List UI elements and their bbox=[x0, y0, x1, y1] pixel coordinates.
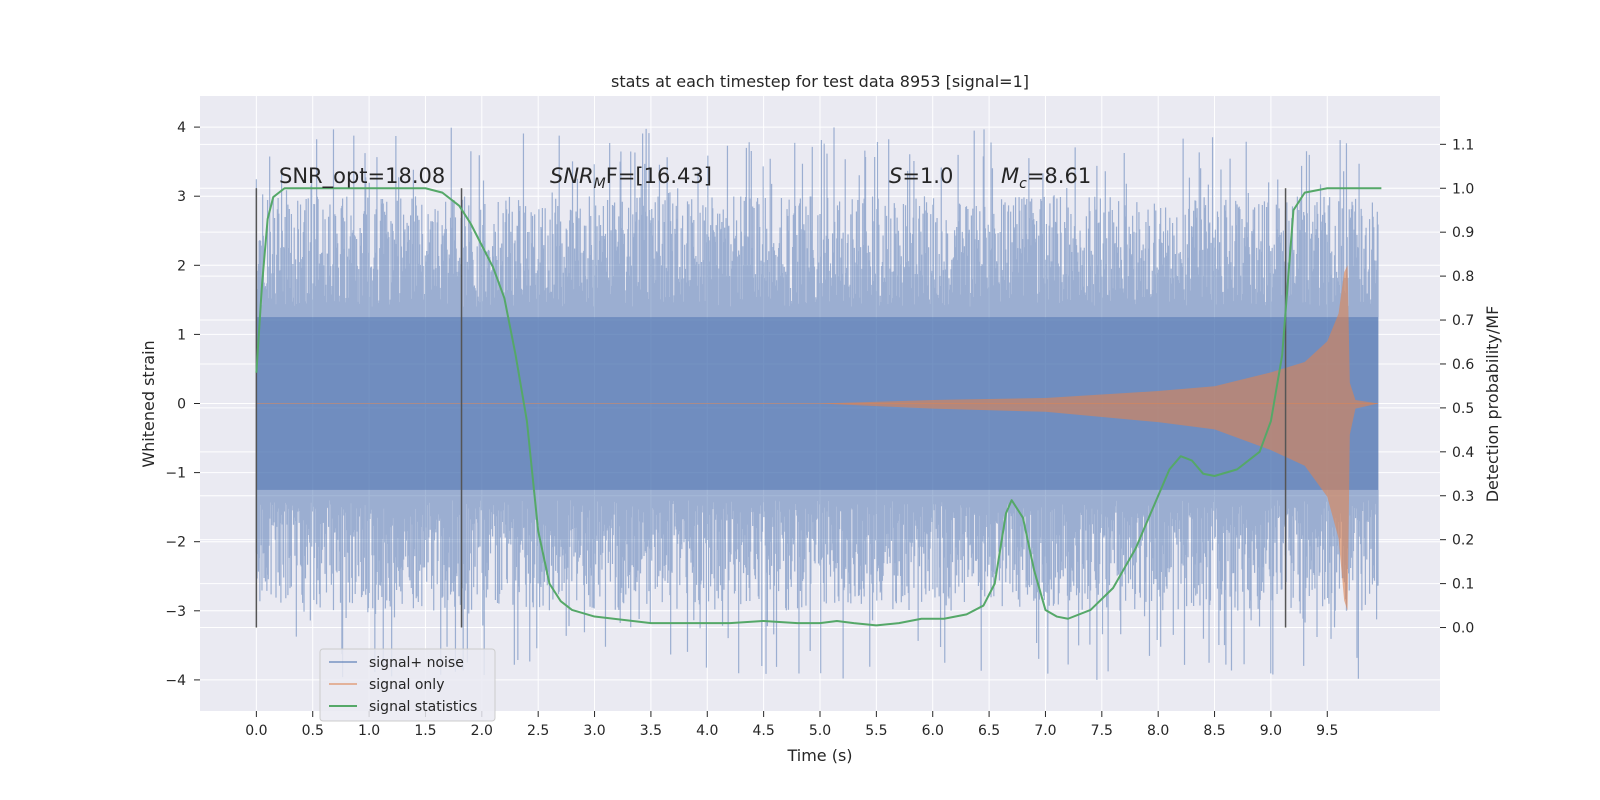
x-tick-label: 9.0 bbox=[1260, 723, 1282, 739]
annotation-mc: Mc=8.61 bbox=[1001, 164, 1091, 192]
y-tick-label: 1 bbox=[177, 327, 186, 343]
y-axis-label: Whitened strain bbox=[139, 340, 158, 467]
x-tick-label: 9.5 bbox=[1316, 723, 1338, 739]
y2-tick-label: 0.1 bbox=[1452, 577, 1474, 593]
y-tick-label: 2 bbox=[177, 258, 186, 274]
legend-label-signal-only: signal only bbox=[369, 677, 444, 693]
legend-label-signal-noise: signal+ noise bbox=[369, 655, 464, 671]
snr-mf-value: F=[16.43] bbox=[606, 164, 712, 188]
chart-title: stats at each timestep for test data 895… bbox=[611, 72, 1029, 91]
annotation-s: S=1.0 bbox=[889, 164, 953, 188]
x-tick-label: 3.0 bbox=[583, 723, 605, 739]
y2-tick-label: 0.2 bbox=[1452, 533, 1474, 549]
y-tick-label: −3 bbox=[165, 604, 186, 620]
x-tick-label: 7.5 bbox=[1091, 723, 1113, 739]
mc-subscript: c bbox=[1019, 176, 1027, 192]
mc-value: =8.61 bbox=[1027, 164, 1091, 188]
s-symbol: S bbox=[889, 164, 902, 188]
x-axis-label: Time (s) bbox=[786, 746, 852, 765]
y2-tick-label: 0.5 bbox=[1452, 401, 1474, 417]
y2-tick-label: 0.8 bbox=[1452, 269, 1474, 285]
x-tick-label: 3.5 bbox=[640, 723, 662, 739]
signal-only-envelope bbox=[820, 265, 1378, 611]
y-tick-label: −2 bbox=[165, 535, 186, 551]
y2-axis-label: Detection probability/MF bbox=[1483, 306, 1502, 503]
y-tick-label: 4 bbox=[177, 120, 186, 136]
annotation-snr-opt: SNR_opt=18.08 bbox=[279, 164, 445, 189]
y-tick-label: 0 bbox=[177, 397, 186, 413]
x-tick-label: 8.0 bbox=[1147, 723, 1169, 739]
y2-tick-label: 1.1 bbox=[1452, 137, 1474, 153]
x-tick-label: 2.0 bbox=[471, 723, 493, 739]
snr-mf-subscript: M bbox=[594, 176, 606, 192]
x-tick-label: 2.5 bbox=[527, 723, 549, 739]
y2-tick-label: 0.7 bbox=[1452, 313, 1474, 329]
x-tick-label: 4.0 bbox=[696, 723, 718, 739]
y-tick-label: −1 bbox=[165, 466, 186, 482]
y2-tick-label: 0.9 bbox=[1452, 225, 1474, 241]
vertical-markers bbox=[255, 188, 1287, 628]
y2-tick-label: 0.0 bbox=[1452, 621, 1474, 637]
x-tick-label: 1.0 bbox=[358, 723, 380, 739]
x-tick-label: 1.5 bbox=[414, 723, 436, 739]
annotation-snr-mf: SNRMF=[16.43] bbox=[550, 164, 712, 192]
legend-box bbox=[319, 648, 496, 722]
x-tick-label: 0.5 bbox=[302, 723, 324, 739]
x-tick-label: 5.0 bbox=[809, 723, 831, 739]
x-tick-label: 6.5 bbox=[978, 723, 1000, 739]
signal-statistics-line bbox=[255, 187, 1382, 627]
legend: signal+ noise signal only signal statist… bbox=[319, 648, 496, 722]
legend-label-signal-statistics: signal statistics bbox=[369, 699, 477, 715]
y-tick-label: −4 bbox=[165, 673, 186, 689]
x-axis-ticks: 0.0 0.5 1.0 1.5 2.0 2.5 3.0 3.5 4.0 4.5 5.0 5.5 6.0 6… bbox=[245, 711, 1338, 739]
y-axis-ticks: 4 3 2 1 0 −1 −2 −3 −4 bbox=[165, 120, 200, 689]
y2-axis-ticks: 1.1 1.0 0.9 0.8 0.7 0.6 0.5 0.4 0.3 0.2 0.1 0.0 bbox=[1440, 137, 1474, 637]
x-tick-label: 5.5 bbox=[865, 723, 887, 739]
series-signal-only bbox=[256, 265, 1378, 611]
x-tick-label: 6.0 bbox=[922, 723, 944, 739]
x-tick-label: 4.5 bbox=[753, 723, 775, 739]
x-tick-label: 0.0 bbox=[245, 723, 267, 739]
y2-tick-label: 0.6 bbox=[1452, 357, 1474, 373]
y2-tick-label: 0.3 bbox=[1452, 489, 1474, 505]
y2-tick-label: 0.4 bbox=[1452, 445, 1474, 461]
x-tick-label: 7.0 bbox=[1034, 723, 1056, 739]
s-value: =1.0 bbox=[902, 164, 953, 188]
snr-mf-symbol: SNR bbox=[550, 164, 594, 188]
mc-symbol: M bbox=[1001, 164, 1019, 188]
y2-tick-label: 1.0 bbox=[1452, 181, 1474, 197]
series-signal-statistics bbox=[255, 187, 1382, 627]
x-tick-label: 8.5 bbox=[1203, 723, 1225, 739]
y-tick-label: 3 bbox=[177, 189, 186, 205]
